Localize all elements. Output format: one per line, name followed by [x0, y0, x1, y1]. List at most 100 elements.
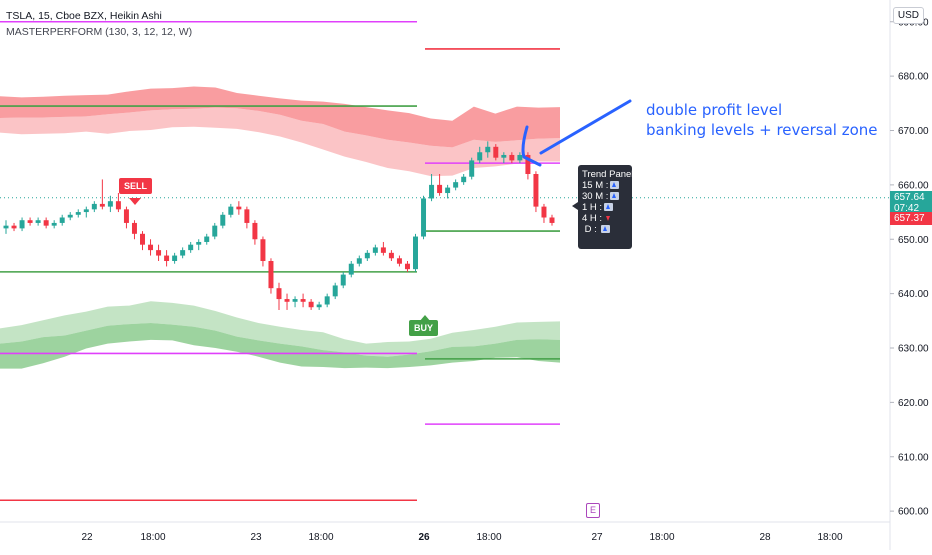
candle-body: [356, 258, 362, 264]
candle-body: [372, 247, 378, 253]
upper-band-outer-fill: [0, 86, 560, 148]
candle-body: [453, 182, 459, 188]
x-tick-label: 23: [250, 532, 262, 543]
candle-body: [413, 236, 418, 270]
candle-body: [445, 187, 451, 194]
candle-body: [35, 220, 41, 223]
candle-body: [549, 217, 555, 223]
symbol-legend[interactable]: TSLA, 15, Cboe BZX, Heikin Ashi: [6, 10, 162, 22]
candle-body: [348, 263, 354, 275]
candle-body: [212, 225, 218, 237]
candle-body: [284, 299, 290, 302]
candle-body: [541, 206, 547, 218]
lower-band-outer-fill: [0, 322, 560, 369]
candle-body: [220, 214, 226, 226]
candle-body: [11, 225, 17, 229]
sell-signal-label[interactable]: SELL: [119, 178, 153, 194]
trend-row-label: 30 M :: [582, 191, 609, 202]
candle-body: [260, 239, 266, 261]
x-tick-label: 27: [591, 532, 603, 543]
candle-body: [388, 252, 394, 259]
candle-body: [164, 255, 170, 261]
candle-body: [340, 274, 346, 286]
candle-body: [107, 201, 113, 207]
current-price-value: 657.64: [894, 191, 925, 203]
x-tick-label: 22: [81, 532, 93, 543]
candle-body: [27, 220, 33, 223]
x-tick-label: 26: [418, 532, 430, 543]
earnings-event-marker[interactable]: E: [586, 503, 600, 518]
lower-band-inner-fill: [0, 301, 560, 357]
y-tick-label: 650.00: [898, 235, 929, 246]
x-tick-label: 18:00: [140, 532, 165, 543]
up-arrow-icon: [601, 225, 611, 234]
trend-row: 4 H :: [582, 213, 628, 224]
trend-row: 30 M :: [582, 191, 628, 202]
annotation-line-2: banking levels + reversal zone: [646, 121, 878, 139]
candle-body: [276, 288, 282, 300]
candle-body: [19, 220, 25, 229]
trend-row-label: 1 H :: [582, 202, 603, 213]
y-tick-label: 630.00: [898, 344, 929, 355]
candle-body: [51, 222, 57, 226]
candle-body: [83, 209, 89, 213]
trend-panel-pointer: [572, 202, 578, 210]
candle-body: [75, 212, 81, 215]
candle-body: [364, 252, 370, 259]
down-arrow-icon: [604, 214, 613, 222]
x-tick-label: 18:00: [649, 532, 674, 543]
candle-body: [268, 261, 274, 289]
candle-body: [99, 203, 105, 207]
trend-row: 15 M :: [582, 180, 628, 191]
up-arrow-icon: [610, 192, 620, 201]
x-tick-label: 18:00: [308, 532, 333, 543]
candle-body: [501, 154, 507, 158]
candle-body: [332, 285, 338, 297]
indicator-legend[interactable]: MASTERPERFORM (130, 3, 12, 12, W): [6, 26, 193, 38]
candle-body: [156, 250, 162, 256]
candle-body: [91, 203, 97, 210]
candle-body: [59, 217, 65, 223]
candle-body: [477, 152, 483, 161]
trend-panel-title: Trend Panel: [582, 169, 634, 180]
previous-price-tag: 657.37: [890, 212, 932, 226]
candle-body: [485, 146, 491, 153]
candle-body: [461, 176, 467, 183]
buy-signal-label[interactable]: BUY: [409, 320, 439, 336]
candle-body: [429, 184, 435, 199]
candle-body: [196, 241, 202, 245]
candle-body: [509, 154, 515, 161]
y-tick-label: 660.00: [898, 180, 929, 191]
candle-body: [380, 247, 386, 253]
candle-body: [204, 236, 210, 242]
candle-body: [421, 198, 427, 237]
candle-body: [3, 225, 9, 229]
y-tick-label: 680.00: [898, 72, 929, 83]
candle-body: [525, 154, 531, 174]
x-tick-label: 18:00: [476, 532, 501, 543]
candle-body: [533, 174, 539, 207]
sell-pointer: [129, 198, 141, 205]
candle-body: [292, 299, 298, 302]
trend-panel: Trend Panel 15 M : 30 M : 1 H : 4 H : D …: [578, 165, 634, 249]
candle-body: [300, 299, 306, 302]
currency-button[interactable]: USD: [892, 7, 924, 24]
up-arrow-icon: [604, 203, 614, 212]
candle-body: [316, 304, 322, 308]
candle-body: [493, 146, 499, 158]
y-tick-label: 600.00: [898, 507, 929, 518]
trend-row-label: D :: [584, 224, 597, 235]
candle-body: [188, 244, 194, 251]
annotation-line-1: double profit level: [646, 101, 783, 119]
candle-body: [396, 258, 402, 264]
trend-row: D :: [582, 224, 628, 235]
candle-body: [43, 220, 49, 226]
x-tick-label: 18:00: [817, 532, 842, 543]
y-tick-label: 610.00: [898, 452, 929, 463]
candle-body: [131, 222, 137, 234]
candle-body: [67, 214, 73, 218]
trend-row-label: 15 M :: [582, 180, 609, 191]
candle-body: [252, 222, 258, 240]
